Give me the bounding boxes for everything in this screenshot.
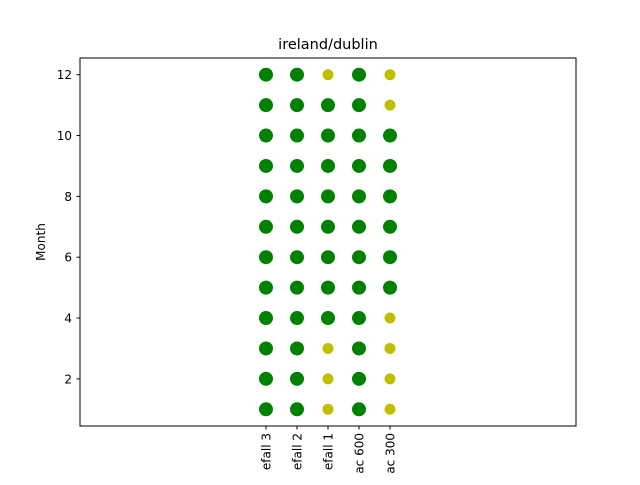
x-tick-label: efall 2: [291, 433, 305, 470]
scatter-point: [259, 341, 273, 356]
scatter-point: [259, 67, 273, 82]
scatter-point: [352, 250, 366, 265]
scatter-point: [383, 219, 397, 234]
scatter-point: [259, 280, 273, 295]
scatter-point: [384, 342, 396, 354]
x-tick-label: efall 3: [260, 433, 274, 470]
scatter-point: [322, 342, 334, 354]
scatter-point: [383, 158, 397, 173]
scatter-point: [322, 403, 334, 415]
scatter-point: [352, 128, 366, 143]
y-tick-label: 4: [64, 312, 72, 326]
scatter-point: [352, 67, 366, 82]
scatter-point: [290, 158, 304, 173]
scatter-point: [290, 341, 304, 356]
x-tick-label: ac 600: [353, 433, 367, 474]
scatter-point: [259, 402, 273, 417]
scatter-point: [321, 189, 335, 204]
scatter-point: [290, 189, 304, 204]
scatter-point: [290, 250, 304, 265]
scatter-point: [290, 219, 304, 234]
scatter-point: [384, 403, 396, 415]
scatter-point: [322, 373, 334, 385]
x-tick-label: efall 1: [322, 433, 336, 470]
scatter-point: [321, 280, 335, 295]
scatter-point: [321, 158, 335, 173]
y-axis: 2 4 6 8 10 12: [57, 68, 80, 386]
scatter-point: [383, 189, 397, 204]
scatter-point: [384, 99, 396, 111]
y-tick-label: 12: [57, 68, 72, 82]
scatter-point: [352, 311, 366, 326]
scatter-point: [352, 189, 366, 204]
scatter-point: [259, 371, 273, 386]
scatter-point: [290, 280, 304, 295]
scatter-point: [290, 128, 304, 143]
scatter-point: [384, 69, 396, 81]
chart-title: ireland/dublin: [278, 37, 378, 53]
y-tick-label: 8: [64, 190, 72, 204]
scatter-point: [259, 311, 273, 326]
y-tick-label: 10: [57, 129, 72, 143]
scatter-point: [352, 98, 366, 113]
scatter-point: [259, 128, 273, 143]
scatter-point: [383, 250, 397, 265]
scatter-point: [352, 280, 366, 295]
scatter-point: [290, 311, 304, 326]
scatter-point: [259, 219, 273, 234]
scatter-point: [352, 341, 366, 356]
scatter-point: [321, 98, 335, 113]
scatter-point: [259, 250, 273, 265]
scatter-point: [290, 98, 304, 113]
scatter-point: [352, 158, 366, 173]
scatter-point: [259, 189, 273, 204]
scatter-point: [259, 98, 273, 113]
scatter-point: [352, 402, 366, 417]
scatter-point: [321, 250, 335, 265]
plot-area-frame: [79, 57, 577, 427]
x-tick-label: ac 300: [384, 433, 398, 474]
scatter-point: [322, 69, 334, 81]
scatter-point: [290, 67, 304, 82]
x-axis: efall 3 efall 2 efall 1 ac 600 ac 300: [260, 426, 398, 474]
scatter-point: [383, 128, 397, 143]
scatter-point: [321, 219, 335, 234]
y-axis-label: Month: [34, 223, 48, 261]
scatter-point: [383, 280, 397, 295]
scatter-point: [384, 312, 396, 324]
scatter-point: [290, 402, 304, 417]
y-tick-label: 2: [64, 372, 72, 386]
scatter-point: [321, 128, 335, 143]
scatter-point: [259, 158, 273, 173]
scatter-point: [384, 373, 396, 385]
scatter-point: [352, 371, 366, 386]
scatter-point: [290, 371, 304, 386]
scatter-point: [321, 311, 335, 326]
marker-layer: [259, 67, 397, 417]
scatter-point: [352, 219, 366, 234]
y-tick-label: 6: [64, 251, 72, 265]
